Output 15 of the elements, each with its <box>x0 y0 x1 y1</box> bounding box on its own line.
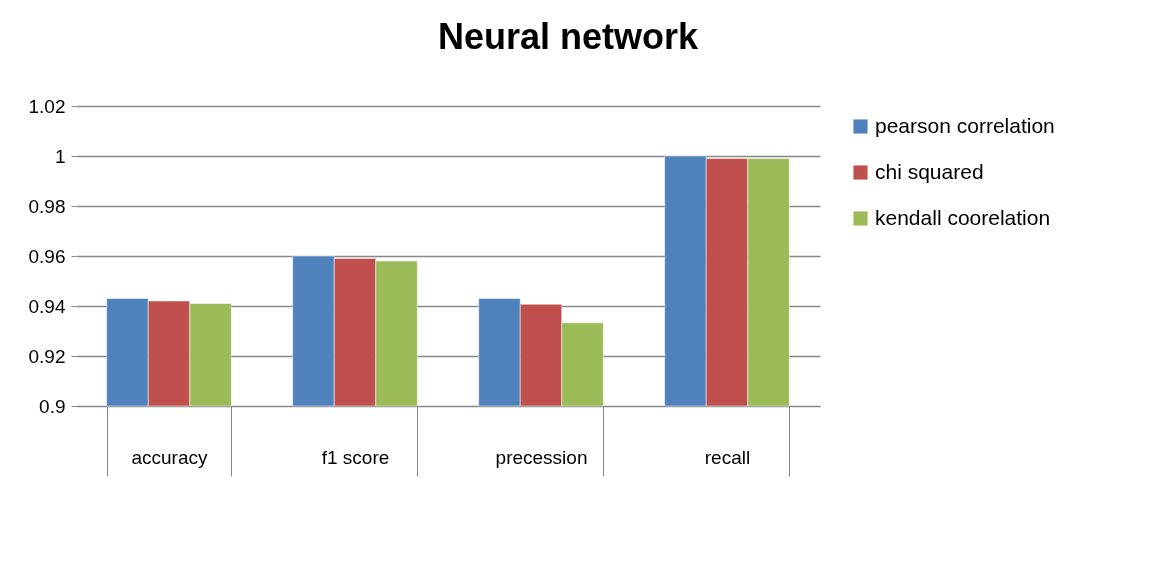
x-tick-label: f1 score <box>321 446 390 468</box>
y-tick-label: 1.02 <box>28 95 66 117</box>
y-tick-label: 0.92 <box>28 345 66 367</box>
x-tick-label: accuracy <box>131 446 209 468</box>
x-tick-label: precession <box>495 446 588 468</box>
y-tick-label: 0.96 <box>28 245 66 267</box>
y-tick-label: 0.94 <box>28 295 66 317</box>
legend-label: chi squared <box>875 159 984 183</box>
y-tick-label: 1 <box>54 145 66 167</box>
chart-title: Neural network <box>437 16 700 57</box>
legend-label: kendall coorelation <box>875 205 1051 229</box>
y-tick-label: 0.98 <box>28 195 66 217</box>
x-tick-label: recall <box>704 446 751 468</box>
y-tick-label: 0.9 <box>39 395 66 417</box>
legend-label: pearson correlation <box>875 113 1055 137</box>
